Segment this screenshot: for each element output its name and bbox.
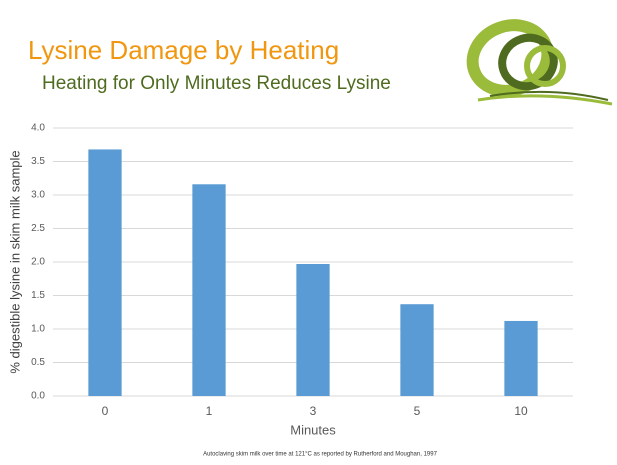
logo [466, 19, 613, 106]
x-tick-label: 1 [206, 404, 213, 418]
footnote: Autoclaving skim milk over time at 121°C… [203, 452, 438, 458]
bar [296, 264, 330, 396]
y-tick-label: 1.5 [31, 290, 45, 301]
y-tick-label: 3.0 [31, 190, 45, 201]
bar [192, 184, 226, 396]
y-tick-label: 2.0 [31, 257, 45, 268]
y-tick-label: 1.0 [31, 324, 45, 335]
x-tick-label: 10 [514, 404, 528, 418]
y-tick-label: 2.5 [31, 223, 45, 234]
x-tick-label: 0 [102, 404, 109, 418]
bar [400, 304, 434, 396]
x-tick-label: 5 [414, 404, 421, 418]
chart-title: Lysine Damage by Heating [28, 35, 339, 65]
bar [504, 320, 538, 396]
y-tick-label: 4.0 [31, 123, 45, 134]
x-tick-label: 3 [310, 404, 317, 418]
x-axis-label: Minutes [290, 422, 336, 437]
y-axis-label: % digestible lysine in skim milk sample [7, 150, 22, 373]
bar [88, 149, 122, 396]
chart-subtitle: Heating for Only Minutes Reduces Lysine [42, 73, 391, 94]
y-tick-label: 3.5 [31, 156, 45, 167]
y-tick-label: 0.5 [31, 357, 45, 368]
y-tick-label: 0.0 [31, 391, 45, 402]
